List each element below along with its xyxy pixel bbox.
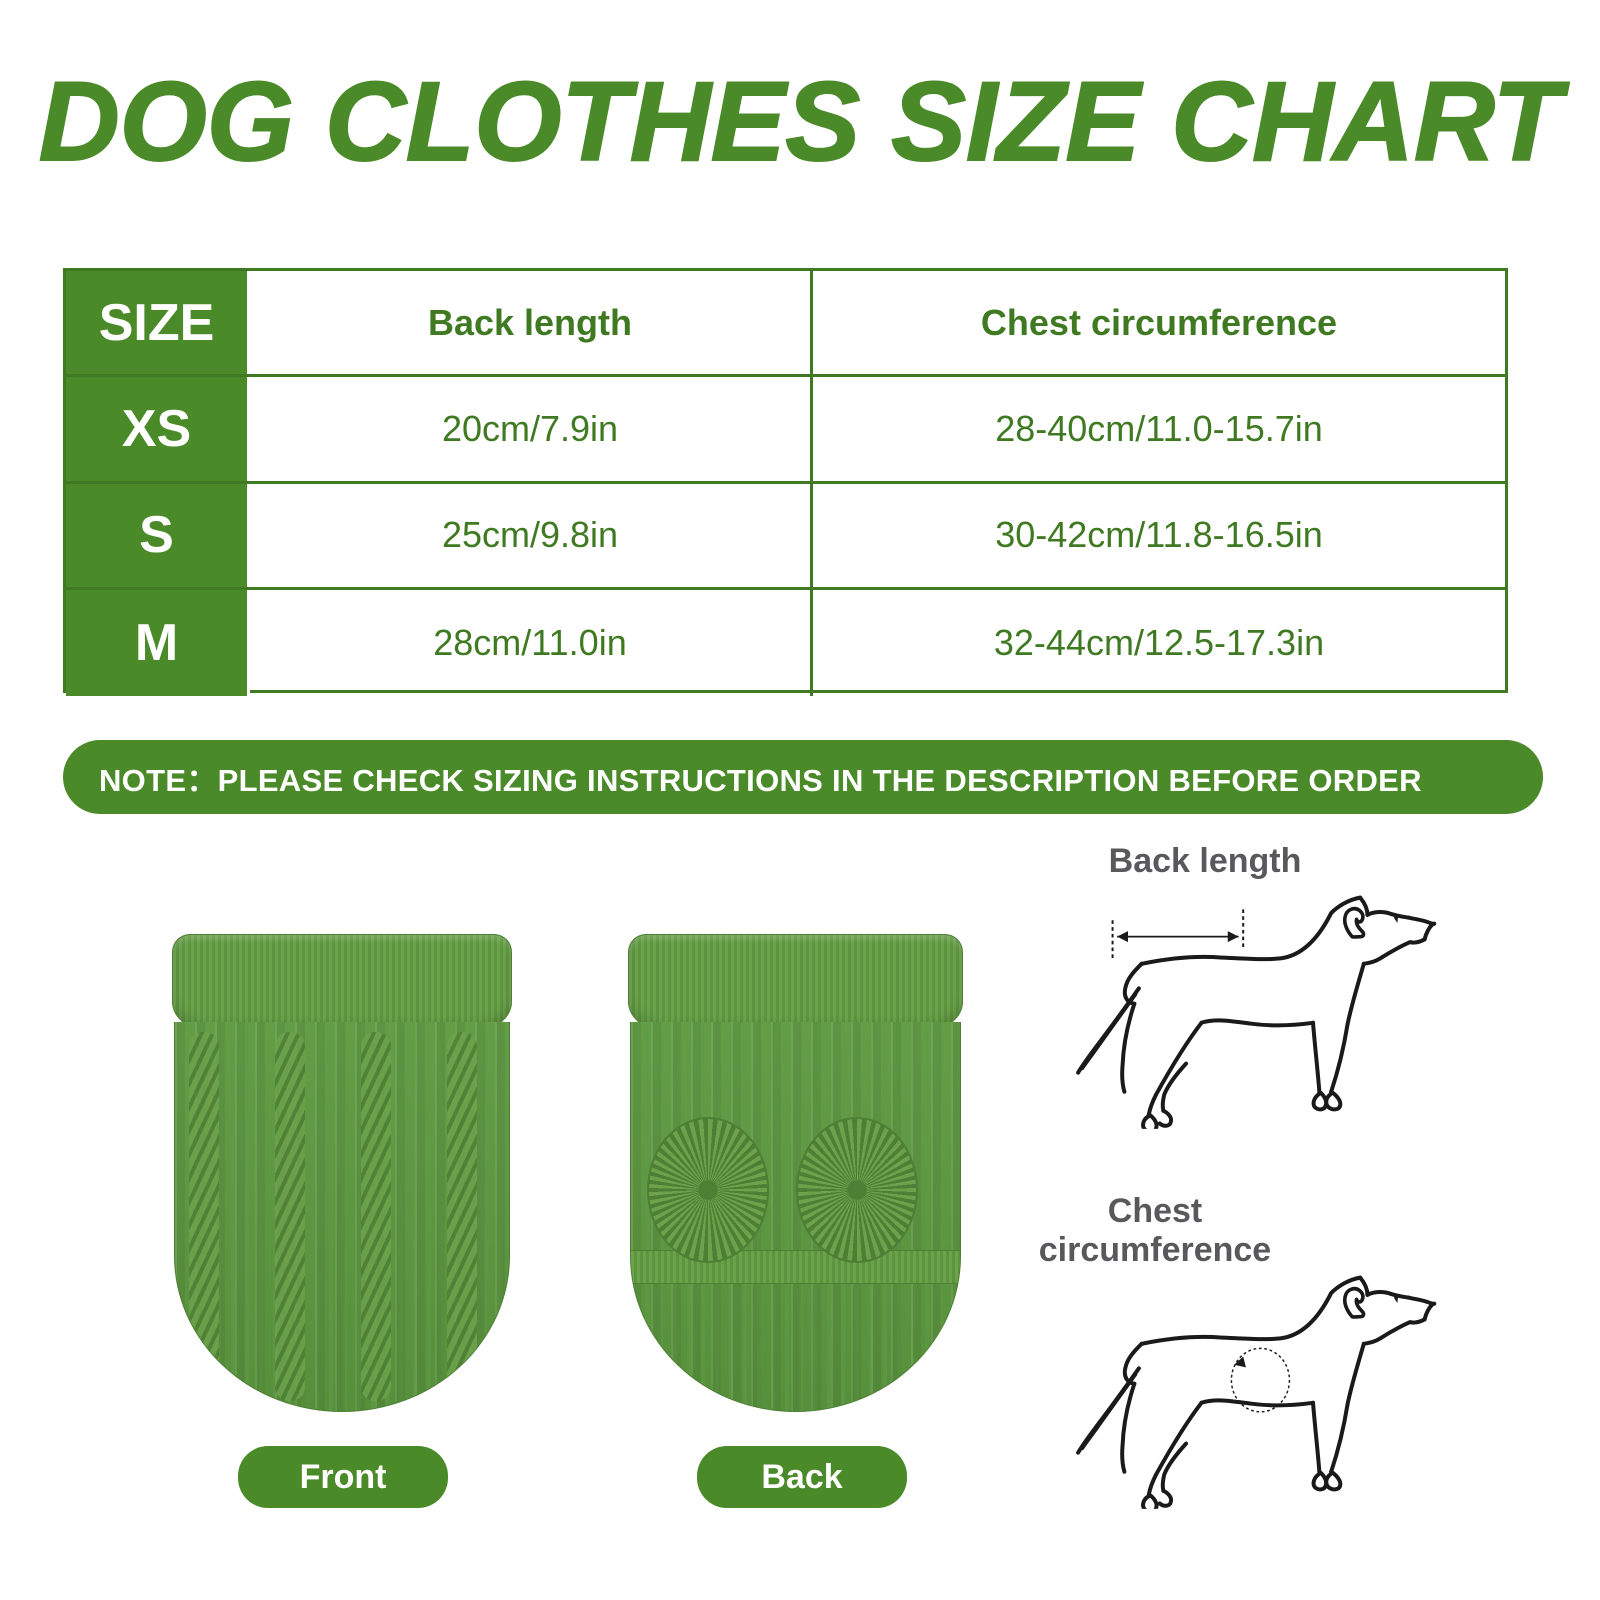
- svg-text:DOG CLOTHES SIZE CHART: DOG CLOTHES SIZE CHART: [39, 59, 1570, 184]
